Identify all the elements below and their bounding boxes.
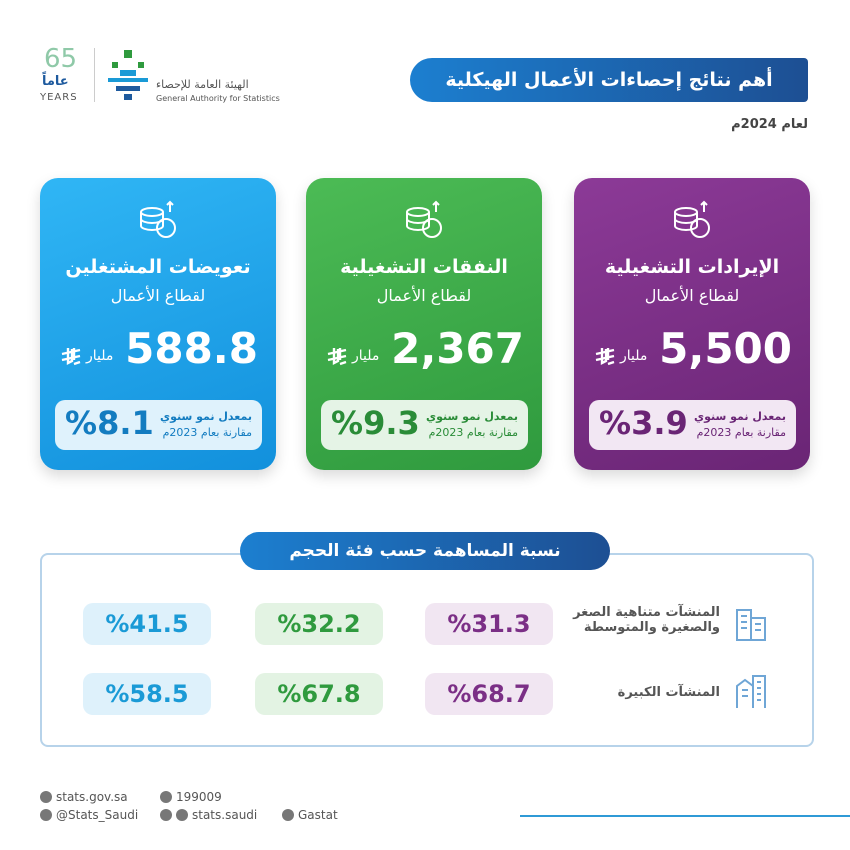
card-unit: مليار xyxy=(86,348,114,364)
row-label: المنشآت متناهية الصغر والصغيرة والمتوسطة xyxy=(573,605,720,635)
riyal-symbol xyxy=(326,346,348,370)
growth-value: %9.3 xyxy=(331,404,420,442)
footer-x[interactable]: @Stats_Saudi xyxy=(40,808,138,822)
card-unit: مليار xyxy=(620,348,648,364)
card-title: تعويضات المشتغلين xyxy=(65,256,251,278)
metric-card: الإيرادات التشغيلية لقطاع الأعمال 5,500 ملي… xyxy=(574,178,810,470)
website[interactable]: stats.gov.sa xyxy=(56,790,128,804)
footer-linkedin[interactable]: Gastat xyxy=(282,808,338,822)
card-title: الإيرادات التشغيلية xyxy=(604,256,780,278)
row-icon xyxy=(736,609,766,641)
footer-phone[interactable]: 199009 xyxy=(160,790,222,804)
riyal-icon xyxy=(327,348,347,366)
logo-years-en: YEARS xyxy=(40,92,78,103)
growth-value: %8.1 xyxy=(65,404,154,442)
title: أهم نتائج إحصاءات الأعمال الهيكلية xyxy=(410,58,808,102)
growth-label: بمعدل نمو سنوي xyxy=(160,410,252,423)
logo-mark xyxy=(108,50,148,100)
growth-compare: مقارنة بعام 2023م xyxy=(428,426,518,439)
footer-social[interactable]: stats.saudi xyxy=(160,808,257,822)
card-icon-svg xyxy=(406,200,442,238)
growth-box: %3.9 بمعدل نمو سنوي مقارنة بعام 2023م xyxy=(589,400,796,450)
share-pill: %41.5 xyxy=(83,603,211,645)
growth-compare: مقارنة بعام 2023م xyxy=(162,426,252,439)
card-value: 588.8 xyxy=(125,324,258,373)
logo-divider xyxy=(94,48,95,102)
row-label: المنشآت الكبيرة xyxy=(617,685,720,700)
growth-value: %3.9 xyxy=(599,404,688,442)
growth-label: بمعدل نمو سنوي xyxy=(694,410,786,423)
share-pill: %68.7 xyxy=(425,673,553,715)
card-icon-svg xyxy=(140,200,176,238)
card-subtitle: لقطاع الأعمال xyxy=(376,286,472,305)
x-handle[interactable]: @Stats_Saudi xyxy=(56,808,139,822)
growth-compare: مقارنة بعام 2023م xyxy=(696,426,786,439)
subtitle: لعام 2024م xyxy=(731,117,808,132)
growth-box: %8.1 بمعدل نمو سنوي مقارنة بعام 2023م xyxy=(55,400,262,450)
share-pill: %32.2 xyxy=(255,603,383,645)
card-icon xyxy=(136,198,180,246)
share-pill: %58.5 xyxy=(83,673,211,715)
riyal-symbol xyxy=(594,346,616,370)
card-icon-svg xyxy=(674,200,710,238)
linkedin-handle[interactable]: Gastat xyxy=(298,808,338,822)
card-subtitle: لقطاع الأعمال xyxy=(644,286,740,305)
phone[interactable]: 199009 xyxy=(176,790,222,804)
growth-label: بمعدل نمو سنوي xyxy=(426,410,518,423)
card-icon xyxy=(402,198,446,246)
org-name-ar: الهيئة العامة للإحصاء xyxy=(156,78,249,91)
logo-years: 65 xyxy=(44,44,78,74)
footer-website[interactable]: stats.gov.sa xyxy=(40,790,128,804)
row-icon xyxy=(736,675,766,708)
riyal-symbol xyxy=(60,346,82,370)
org-name-en: General Authority for Statistics xyxy=(156,94,280,103)
metric-card: تعويضات المشتغلين لقطاع الأعمال 588.8 مليار… xyxy=(40,178,276,470)
metric-card: النفقات التشغيلية لقطاع الأعمال 2,367 مليار… xyxy=(306,178,542,470)
logo: 65 عاماً YEARS الهيئة العامة للإحصاء Gen… xyxy=(36,44,286,106)
footer-line xyxy=(520,815,850,817)
growth-box: %9.3 بمعدل نمو سنوي مقارنة بعام 2023م xyxy=(321,400,528,450)
card-title: النفقات التشغيلية xyxy=(340,256,508,278)
card-unit: مليار xyxy=(352,348,380,364)
riyal-icon xyxy=(595,348,615,366)
share-pill: %67.8 xyxy=(255,673,383,715)
card-icon xyxy=(670,198,714,246)
card-value: 2,367 xyxy=(391,324,524,373)
share-pill: %31.3 xyxy=(425,603,553,645)
card-subtitle: لقطاع الأعمال xyxy=(110,286,206,305)
contribution-title: نسبة المساهمة حسب فئة الحجم xyxy=(240,532,610,570)
riyal-icon xyxy=(61,348,81,366)
contribution-box xyxy=(40,553,814,747)
logo-years-ar: عاماً xyxy=(42,74,69,89)
card-value: 5,500 xyxy=(659,324,792,373)
social-handle[interactable]: stats.saudi xyxy=(192,808,258,822)
